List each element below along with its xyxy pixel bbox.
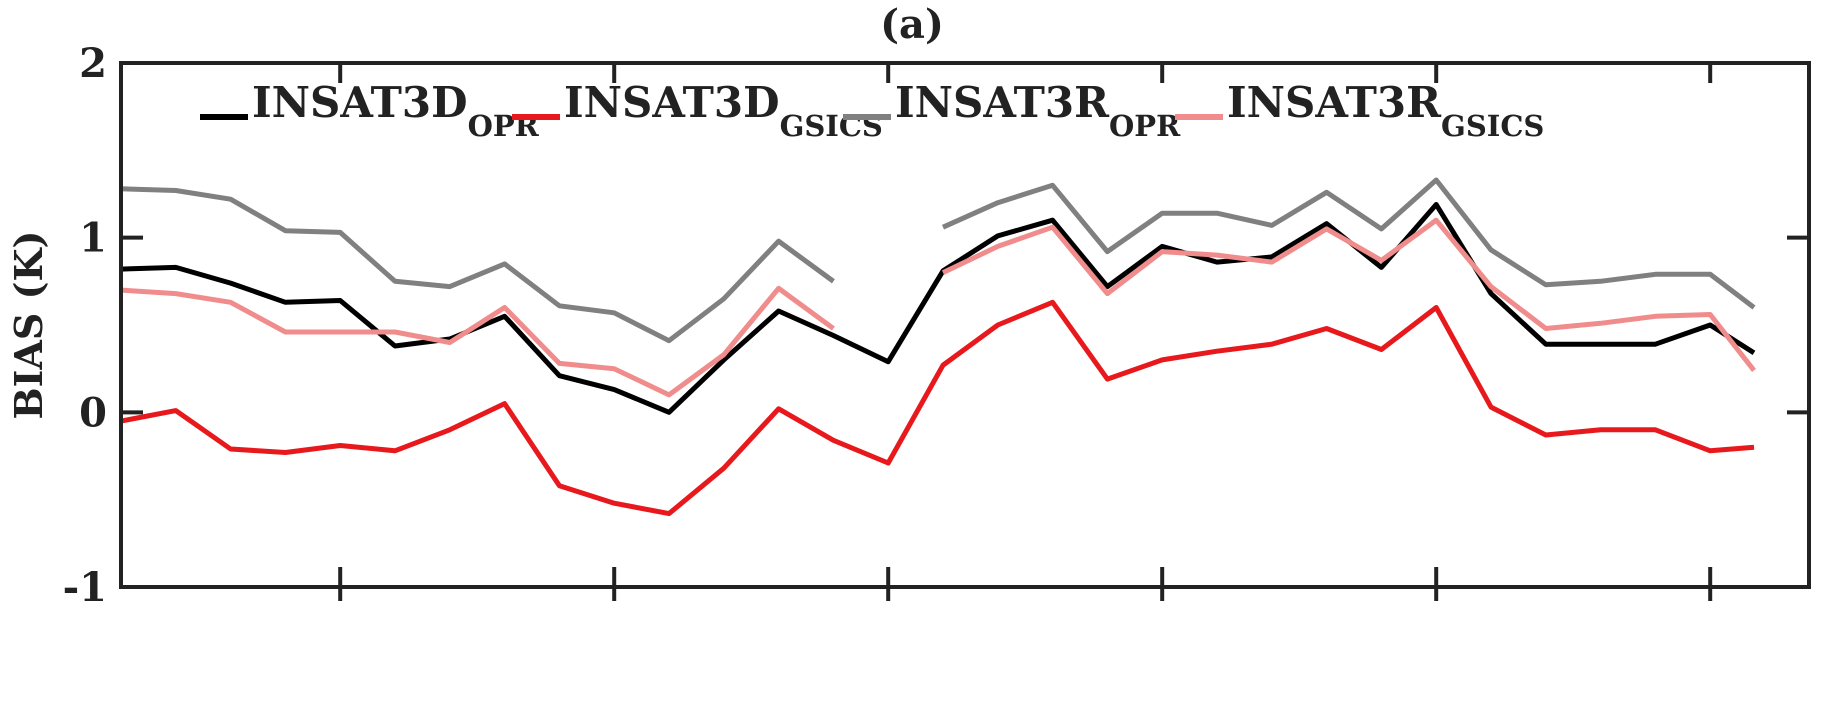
legend-entry-insat3d-opr: INSAT3DOPR	[200, 78, 540, 143]
series-insat3d-gsics	[120, 299, 1755, 517]
legend-label: INSAT3RGSICS	[1227, 78, 1544, 143]
legend-label: INSAT3DGSICS	[564, 78, 883, 143]
legend-entry-insat3d-gsics: INSAT3DGSICS	[512, 78, 883, 143]
series-line	[120, 202, 1756, 415]
legend-label: INSAT3DOPR	[252, 78, 540, 143]
legend-label: INSAT3ROPR	[895, 78, 1181, 143]
series-layer	[120, 177, 1756, 517]
series-line	[120, 299, 1755, 517]
series-insat3r-opr	[120, 177, 1756, 344]
y-tick-label: 0	[79, 389, 107, 436]
legend-entry-insat3r-opr: INSAT3ROPR	[843, 78, 1181, 143]
y-tick-label: 2	[79, 40, 107, 87]
y-axis-label: BIAS (K)	[6, 230, 51, 419]
x-axis	[338, 63, 1713, 601]
legend: INSAT3DOPR INSAT3DGSICS INSAT3ROPR INSAT3RG…	[200, 78, 1544, 143]
series-line	[120, 186, 835, 344]
y-tick-label: 1	[79, 215, 107, 262]
y-tick-label: -1	[63, 564, 107, 611]
plot-frame	[119, 61, 1811, 589]
series-line	[941, 177, 1756, 310]
series-line	[941, 217, 1756, 372]
legend-label-subscript: GSICS	[1441, 109, 1544, 143]
legend-entry-insat3r-gsics: INSAT3RGSICS	[1175, 78, 1544, 143]
series-insat3r-gsics	[120, 217, 1756, 398]
legend-label-subscript: OPR	[1109, 109, 1181, 143]
chart-title: (a)	[880, 1, 944, 48]
series-line	[120, 285, 835, 398]
y-axis: -1 0 1 2	[63, 40, 1809, 611]
series-insat3d-opr	[120, 202, 1756, 415]
